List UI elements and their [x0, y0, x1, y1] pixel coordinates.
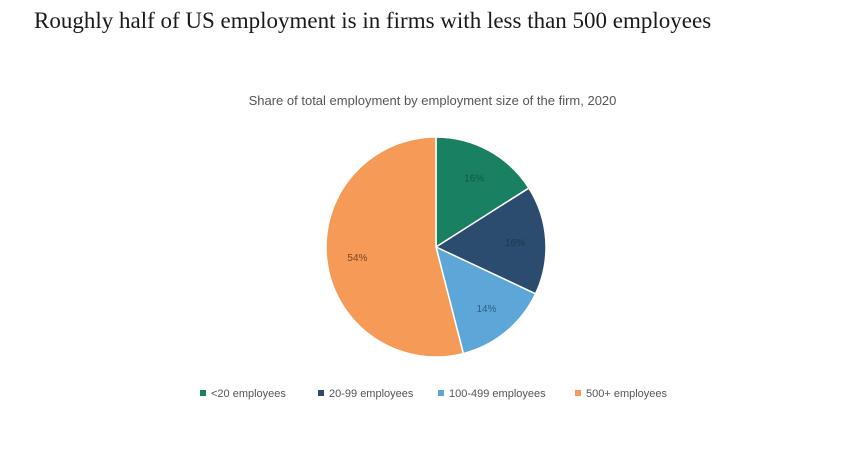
pie-data-label-3: 54% [347, 253, 367, 264]
legend-label-0: <20 employees [211, 388, 286, 400]
pie-slice-3 [325, 136, 465, 358]
legend-label-2: 100-499 employees [449, 388, 546, 400]
chart-title: Share of total employment by employment … [248, 93, 617, 108]
legend-item-0: <20 employees [200, 388, 286, 400]
legend-item-3: 500+ employees [575, 388, 667, 400]
pie-slice-2 [434, 245, 537, 355]
legend-label-1: 20-99 employees [329, 388, 414, 400]
pie-data-label-0: 16% [464, 174, 484, 185]
legend-item-2: 100-499 employees [438, 388, 546, 400]
legend-swatch-2 [438, 390, 444, 396]
legend-item-1: 20-99 employees [318, 388, 413, 400]
pie-data-label-1: 16% [505, 238, 525, 249]
legend-swatch-1 [318, 390, 324, 396]
pie-slice-0 [435, 136, 530, 249]
legend-swatch-0 [200, 390, 206, 396]
legend-label-3: 500+ employees [586, 388, 668, 400]
pie-data-label-2: 14% [476, 304, 496, 315]
legend-swatch-3 [575, 390, 581, 396]
pie-slice-1 [434, 187, 547, 295]
slide-title: Roughly half of US employment is in firm… [34, 8, 712, 33]
